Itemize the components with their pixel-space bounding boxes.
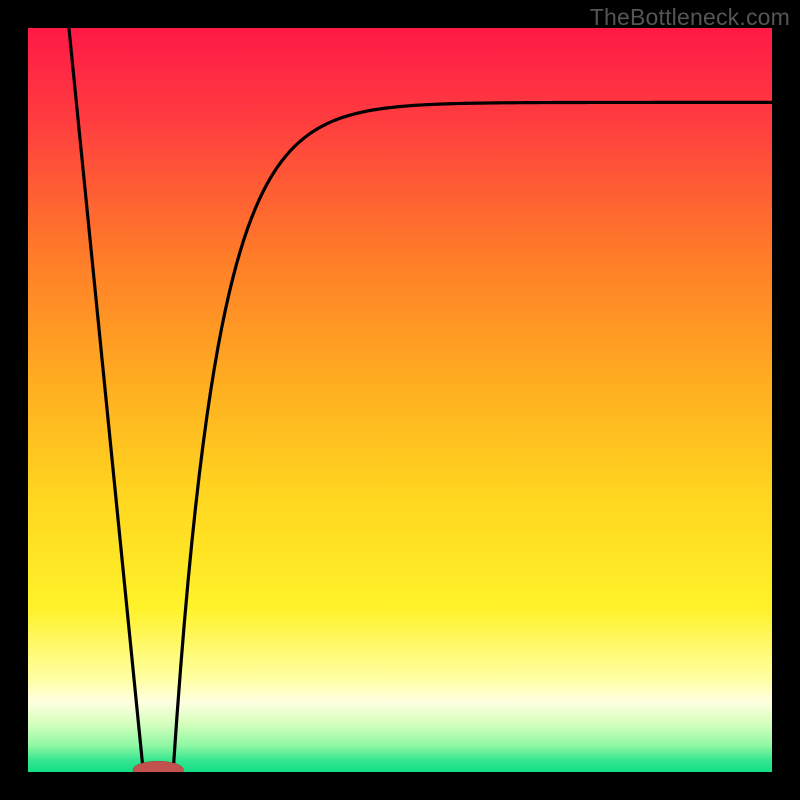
chart-background [28,28,772,772]
bottleneck-chart [0,0,800,800]
watermark-text: TheBottleneck.com [590,4,790,31]
chart-frame: TheBottleneck.com [0,0,800,800]
